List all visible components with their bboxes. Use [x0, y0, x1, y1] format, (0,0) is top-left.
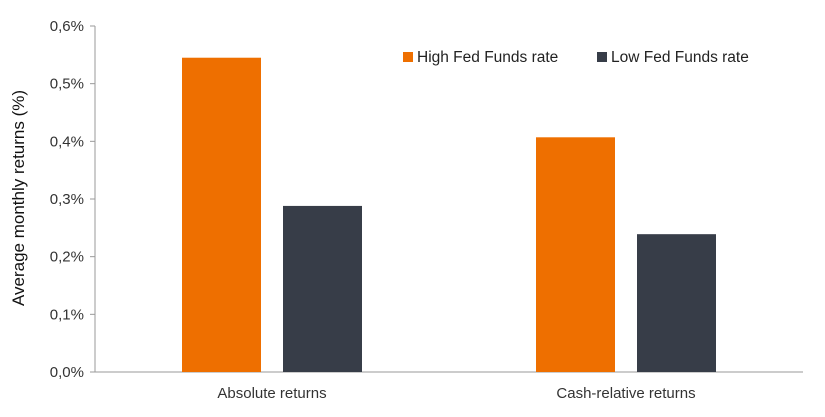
x-tick-label: Absolute returns [217, 385, 326, 402]
y-axis-label: Average monthly returns (%) [9, 90, 28, 306]
legend-swatch [597, 52, 607, 62]
y-tick-label: 0,3% [50, 191, 84, 208]
y-tick-group: 0,0% 0,1% 0,2% 0,3% 0,4% 0,5% 0,6% [50, 18, 95, 381]
y-tick-label: 0,0% [50, 364, 84, 381]
legend-swatch [403, 52, 413, 62]
bar-0-0 [182, 57, 261, 372]
legend-label: High Fed Funds rate [417, 49, 558, 66]
y-tick-label: 0,2% [50, 249, 84, 266]
y-tick-label: 0,6% [50, 18, 84, 35]
legend-label: Low Fed Funds rate [611, 49, 749, 66]
bar-1-0 [536, 137, 615, 372]
x-tick-label: Cash-relative returns [556, 385, 695, 402]
x-tick-group: Absolute returns Cash-relative returns [217, 385, 695, 402]
y-tick-label: 0,1% [50, 306, 84, 323]
legend: High Fed Funds rate Low Fed Funds rate [403, 49, 749, 66]
bar-1-1 [637, 234, 716, 372]
y-tick-label: 0,5% [50, 76, 84, 93]
y-tick-label: 0,4% [50, 133, 84, 150]
bar-group [182, 57, 716, 372]
bar-0-1 [283, 205, 362, 372]
